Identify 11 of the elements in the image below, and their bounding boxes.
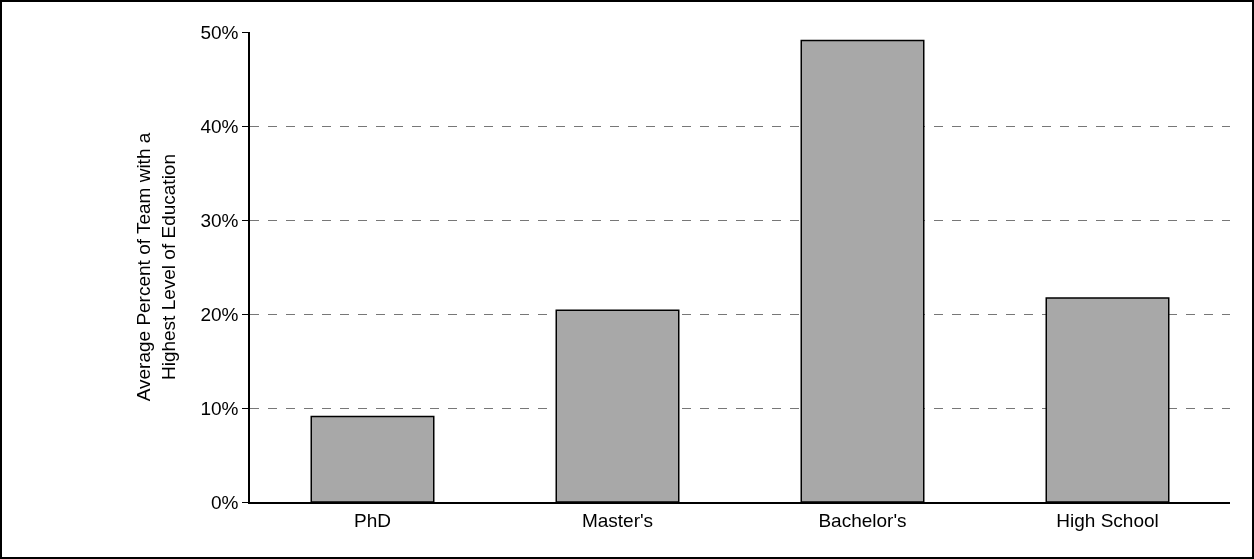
y-tick-label: 40% (200, 115, 239, 137)
y-tick-label: 50% (200, 21, 239, 43)
x-tick-label: Master's (581, 509, 654, 531)
x-tick-label: High School (1056, 509, 1159, 531)
y-tick-label: 10% (200, 397, 239, 419)
y-tick-label: 20% (200, 303, 239, 325)
y-tick-label: 30% (200, 209, 239, 231)
x-tick-label: PhD (354, 509, 391, 531)
y-tick-label: 0% (210, 491, 239, 513)
y-axis-title: Average Percent of Team with a Highest Level of Education (133, 132, 179, 402)
x-tick-label: Bachelor's (818, 509, 907, 531)
